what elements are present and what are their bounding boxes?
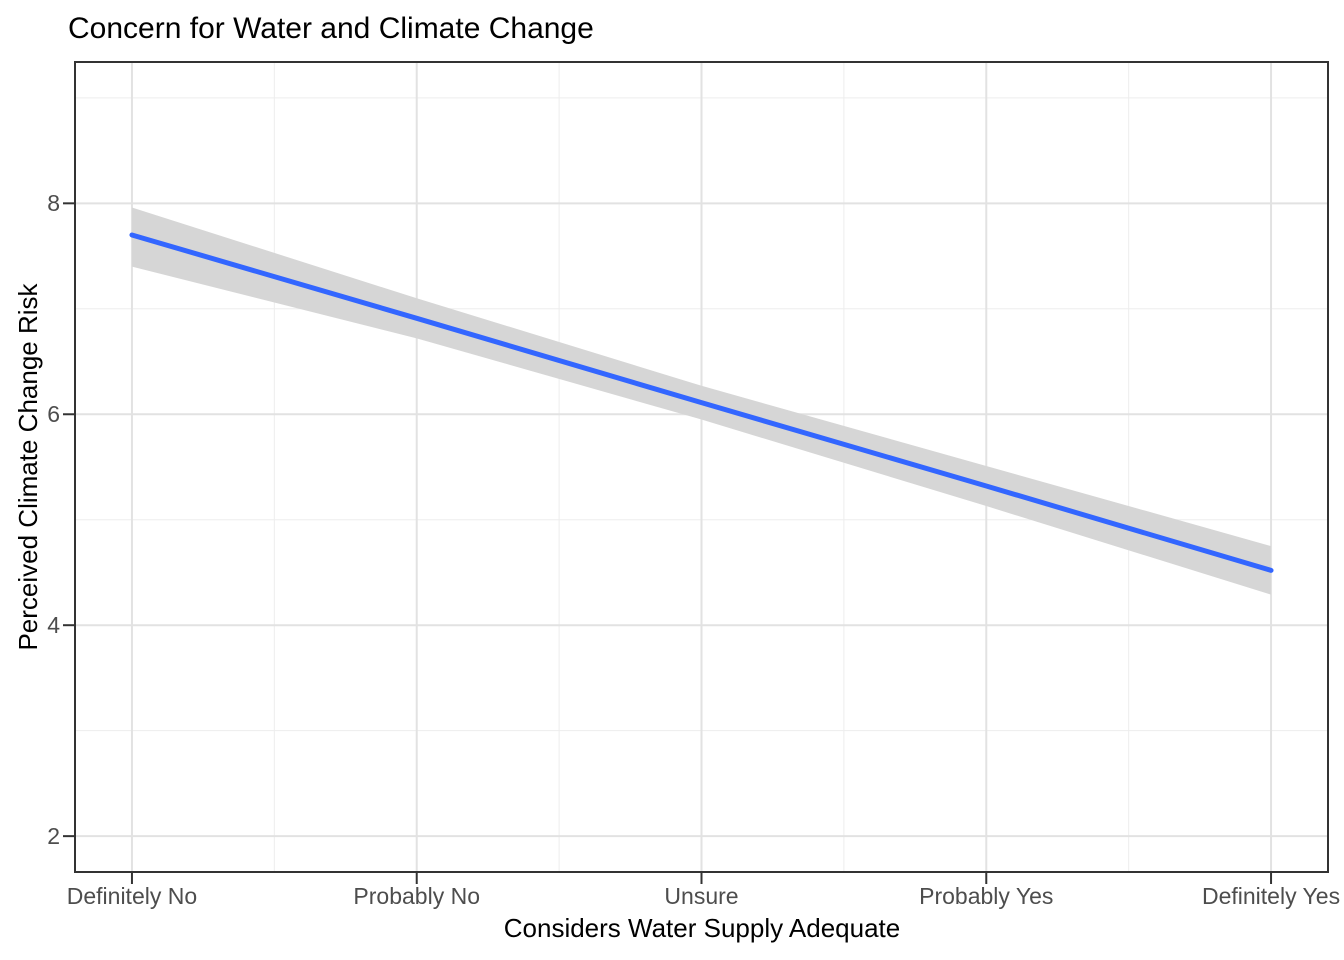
chart-title: Concern for Water and Climate Change — [68, 12, 594, 45]
fit-line — [129, 232, 1274, 573]
x-tick-label: Definitely No — [66, 883, 198, 909]
x-tick-label: Probably No — [353, 883, 480, 909]
y-tick-label: 8 — [47, 190, 60, 217]
y-tick-label: 4 — [47, 612, 60, 639]
y-axis-title: Perceived Climate Change Risk — [13, 283, 43, 651]
y-tick-label: 6 — [47, 401, 60, 428]
y-tick-label: 2 — [47, 823, 60, 850]
x-tick-label: Probably Yes — [919, 883, 1054, 909]
x-tick-label: Unsure — [664, 883, 739, 909]
x-axis-title: Considers Water Supply Adequate — [503, 913, 901, 943]
x-tick-label: Definitely Yes — [1201, 883, 1341, 909]
